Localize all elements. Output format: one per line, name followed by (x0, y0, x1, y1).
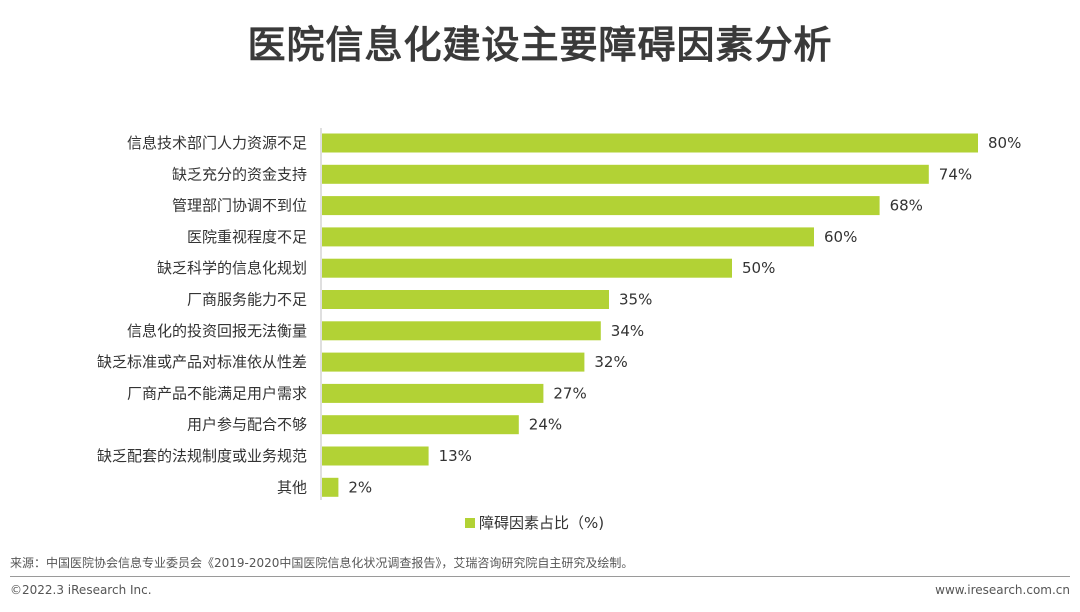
data-label: 24% (529, 416, 562, 434)
footer-divider (10, 576, 1070, 577)
bar (322, 352, 585, 372)
legend: 障碍因素占比（%) (465, 512, 604, 533)
data-label: 35% (619, 291, 652, 309)
category-label: 管理部门协调不到位 (172, 197, 307, 215)
bar (322, 446, 429, 466)
data-label: 32% (594, 353, 627, 371)
bar (322, 227, 814, 247)
data-label: 2% (348, 478, 372, 496)
website-link[interactable]: www.iresearch.com.cn (935, 583, 1070, 597)
bar (322, 321, 601, 341)
bar (322, 258, 732, 278)
category-label: 厂商服务能力不足 (187, 291, 307, 309)
category-label: 信息化的投资回报无法衡量 (127, 322, 307, 340)
category-label: 缺乏充分的资金支持 (172, 165, 307, 183)
source-note: 来源：中国医院协会信息专业委员会《2019-2020中国医院信息化状况调查报告》… (10, 556, 634, 570)
data-label: 34% (611, 322, 644, 340)
category-label: 厂商产品不能满足用户需求 (127, 384, 307, 402)
category-label: 缺乏配套的法规制度或业务规范 (97, 447, 307, 465)
legend-swatch (465, 517, 475, 528)
category-label: 信息技术部门人力资源不足 (127, 134, 307, 152)
category-label: 缺乏标准或产品对标准依从性差 (97, 353, 307, 371)
category-label: 医院重视程度不足 (187, 228, 307, 246)
category-label: 缺乏科学的信息化规划 (157, 259, 307, 277)
bar (322, 477, 339, 497)
bar (322, 383, 544, 403)
category-label: 其他 (277, 478, 307, 496)
data-label: 27% (553, 384, 586, 402)
data-label: 60% (824, 228, 857, 246)
data-label: 74% (939, 165, 972, 183)
chart-title: 医院信息化建设主要障碍因素分析 (247, 23, 833, 67)
category-label: 用户参与配合不够 (187, 416, 307, 434)
data-label: 80% (988, 134, 1021, 152)
data-label: 68% (890, 197, 923, 215)
copyright-text: ©2022.3 iResearch Inc. (10, 583, 152, 597)
data-label: 13% (439, 447, 472, 465)
bar (322, 196, 880, 216)
bar (322, 133, 978, 153)
bar (322, 415, 519, 435)
bar (322, 290, 609, 309)
legend-label: 障碍因素占比（%) (479, 514, 605, 532)
bar (322, 164, 929, 184)
data-label: 50% (742, 259, 775, 277)
